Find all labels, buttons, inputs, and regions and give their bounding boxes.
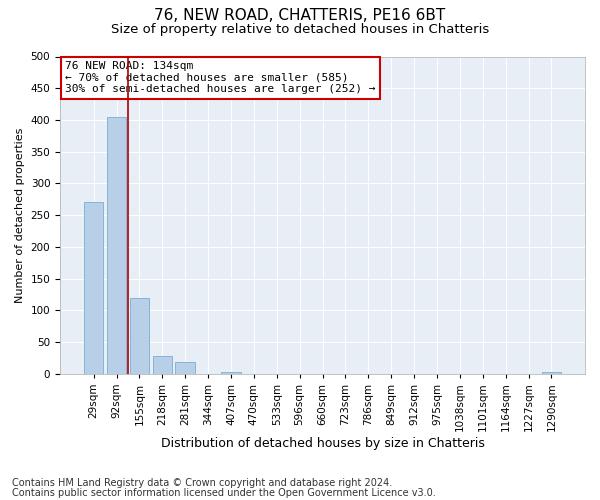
Bar xyxy=(107,117,126,374)
Bar xyxy=(84,202,103,374)
Bar xyxy=(175,362,195,374)
Bar xyxy=(152,356,172,374)
Y-axis label: Number of detached properties: Number of detached properties xyxy=(15,128,25,303)
Bar xyxy=(130,298,149,374)
Text: 76 NEW ROAD: 134sqm
← 70% of detached houses are smaller (585)
30% of semi-detac: 76 NEW ROAD: 134sqm ← 70% of detached ho… xyxy=(65,62,376,94)
Text: 76, NEW ROAD, CHATTERIS, PE16 6BT: 76, NEW ROAD, CHATTERIS, PE16 6BT xyxy=(154,8,446,22)
X-axis label: Distribution of detached houses by size in Chatteris: Distribution of detached houses by size … xyxy=(161,437,484,450)
Bar xyxy=(542,372,561,374)
Text: Contains public sector information licensed under the Open Government Licence v3: Contains public sector information licen… xyxy=(12,488,436,498)
Text: Contains HM Land Registry data © Crown copyright and database right 2024.: Contains HM Land Registry data © Crown c… xyxy=(12,478,392,488)
Bar xyxy=(221,372,241,374)
Text: Size of property relative to detached houses in Chatteris: Size of property relative to detached ho… xyxy=(111,22,489,36)
